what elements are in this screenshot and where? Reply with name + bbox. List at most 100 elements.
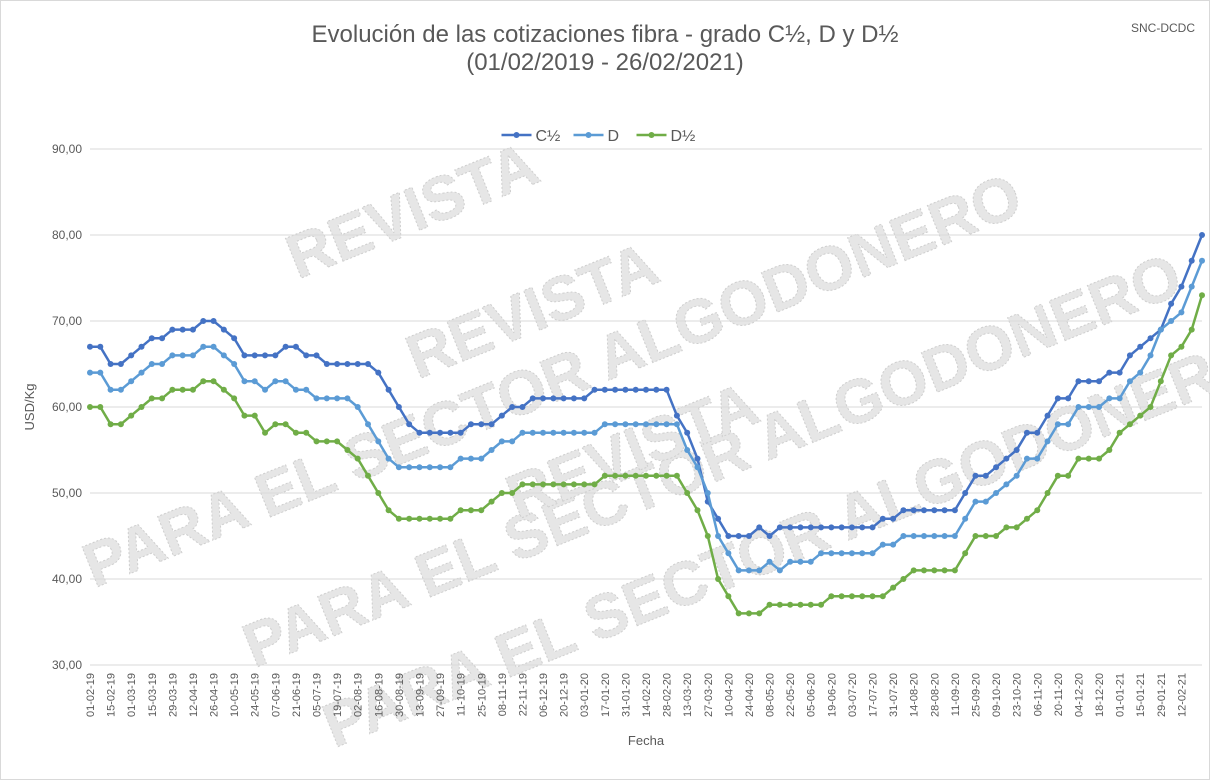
data-point xyxy=(467,455,474,462)
chart-subtitle: (01/02/2019 - 26/02/2021) xyxy=(466,49,744,76)
data-point xyxy=(148,361,155,367)
x-tick-label: 12-02-21 xyxy=(1176,673,1188,717)
data-point xyxy=(1065,421,1072,428)
data-point xyxy=(601,421,608,428)
data-point xyxy=(993,490,1000,496)
data-point xyxy=(1126,352,1133,359)
data-point xyxy=(807,524,814,531)
data-point xyxy=(931,507,938,514)
data-point xyxy=(498,412,505,419)
data-point xyxy=(879,593,886,600)
x-tick-label: 15-02-19 xyxy=(106,673,118,717)
data-point xyxy=(457,429,464,436)
data-point xyxy=(982,472,989,479)
data-point xyxy=(643,386,649,393)
x-tick-label: 12-04-19 xyxy=(188,673,200,717)
data-point xyxy=(1023,429,1030,436)
data-point xyxy=(107,386,114,393)
x-tick-label: 13-03-20 xyxy=(682,673,694,717)
data-point xyxy=(210,318,217,324)
data-point xyxy=(1023,455,1030,462)
data-point xyxy=(1199,257,1205,264)
x-tick-label: 24-04-20 xyxy=(744,673,756,717)
data-point xyxy=(1178,309,1185,316)
data-point xyxy=(787,601,794,608)
data-point xyxy=(807,558,814,565)
data-point xyxy=(931,567,938,574)
data-point xyxy=(1126,378,1133,385)
data-point xyxy=(117,361,124,367)
x-tick-label: 19-06-20 xyxy=(826,673,838,717)
data-point xyxy=(715,515,722,522)
data-point xyxy=(519,429,526,436)
legend-label: D½ xyxy=(671,128,696,145)
x-tick-label: 19-07-19 xyxy=(332,673,344,717)
data-point xyxy=(365,472,371,479)
data-point xyxy=(323,395,330,402)
data-point xyxy=(354,404,361,410)
data-point xyxy=(828,593,835,600)
data-point xyxy=(776,601,783,608)
data-point xyxy=(1075,455,1082,462)
data-point xyxy=(735,610,742,617)
data-point xyxy=(406,421,413,428)
data-point xyxy=(643,421,649,428)
data-point xyxy=(828,550,835,557)
data-point xyxy=(776,524,783,531)
data-point xyxy=(179,326,186,333)
data-point xyxy=(488,447,495,453)
data-point xyxy=(1003,481,1010,488)
data-point xyxy=(467,507,474,514)
data-point xyxy=(231,395,238,402)
data-point xyxy=(529,429,536,436)
data-point xyxy=(900,533,907,539)
data-point xyxy=(684,447,691,453)
data-point xyxy=(189,386,196,393)
data-point xyxy=(982,533,989,539)
data-point xyxy=(673,412,680,419)
y-tick-label: 60,00 xyxy=(52,400,82,414)
x-tick-label: 01-02-19 xyxy=(85,673,97,717)
data-point xyxy=(220,352,227,359)
data-point xyxy=(612,421,619,428)
data-point xyxy=(1188,283,1195,290)
x-tick-label: 13-09-19 xyxy=(414,673,426,717)
data-point xyxy=(540,481,547,488)
data-point xyxy=(1178,283,1185,290)
data-point xyxy=(406,515,413,522)
data-point xyxy=(1157,378,1164,385)
data-point xyxy=(97,343,104,350)
data-point xyxy=(694,455,701,462)
data-point xyxy=(1096,455,1103,462)
data-point xyxy=(262,429,269,436)
data-point xyxy=(1116,369,1123,376)
x-tick-label: 03-07-20 xyxy=(847,673,859,717)
data-point xyxy=(684,429,691,436)
x-tick-label: 21-06-19 xyxy=(291,673,303,717)
data-point xyxy=(437,464,444,471)
data-point xyxy=(1075,378,1082,385)
data-point xyxy=(540,429,547,436)
data-point xyxy=(1054,395,1061,402)
data-point xyxy=(467,421,474,428)
data-point xyxy=(1065,395,1072,402)
data-point xyxy=(478,455,485,462)
data-point xyxy=(859,593,866,600)
data-point xyxy=(591,481,598,488)
data-point xyxy=(282,421,289,428)
data-point xyxy=(838,524,845,531)
data-point xyxy=(498,438,505,445)
data-point xyxy=(1096,404,1103,410)
data-point xyxy=(509,404,516,410)
data-point xyxy=(1044,412,1051,419)
x-tick-label: 05-07-19 xyxy=(312,673,324,717)
data-point xyxy=(745,533,752,539)
data-point xyxy=(601,386,608,393)
data-point xyxy=(869,593,876,600)
data-point xyxy=(272,352,279,359)
data-point xyxy=(612,472,619,479)
x-tick-label: 31-01-20 xyxy=(620,673,632,717)
data-point xyxy=(231,335,238,342)
data-point xyxy=(570,395,577,402)
